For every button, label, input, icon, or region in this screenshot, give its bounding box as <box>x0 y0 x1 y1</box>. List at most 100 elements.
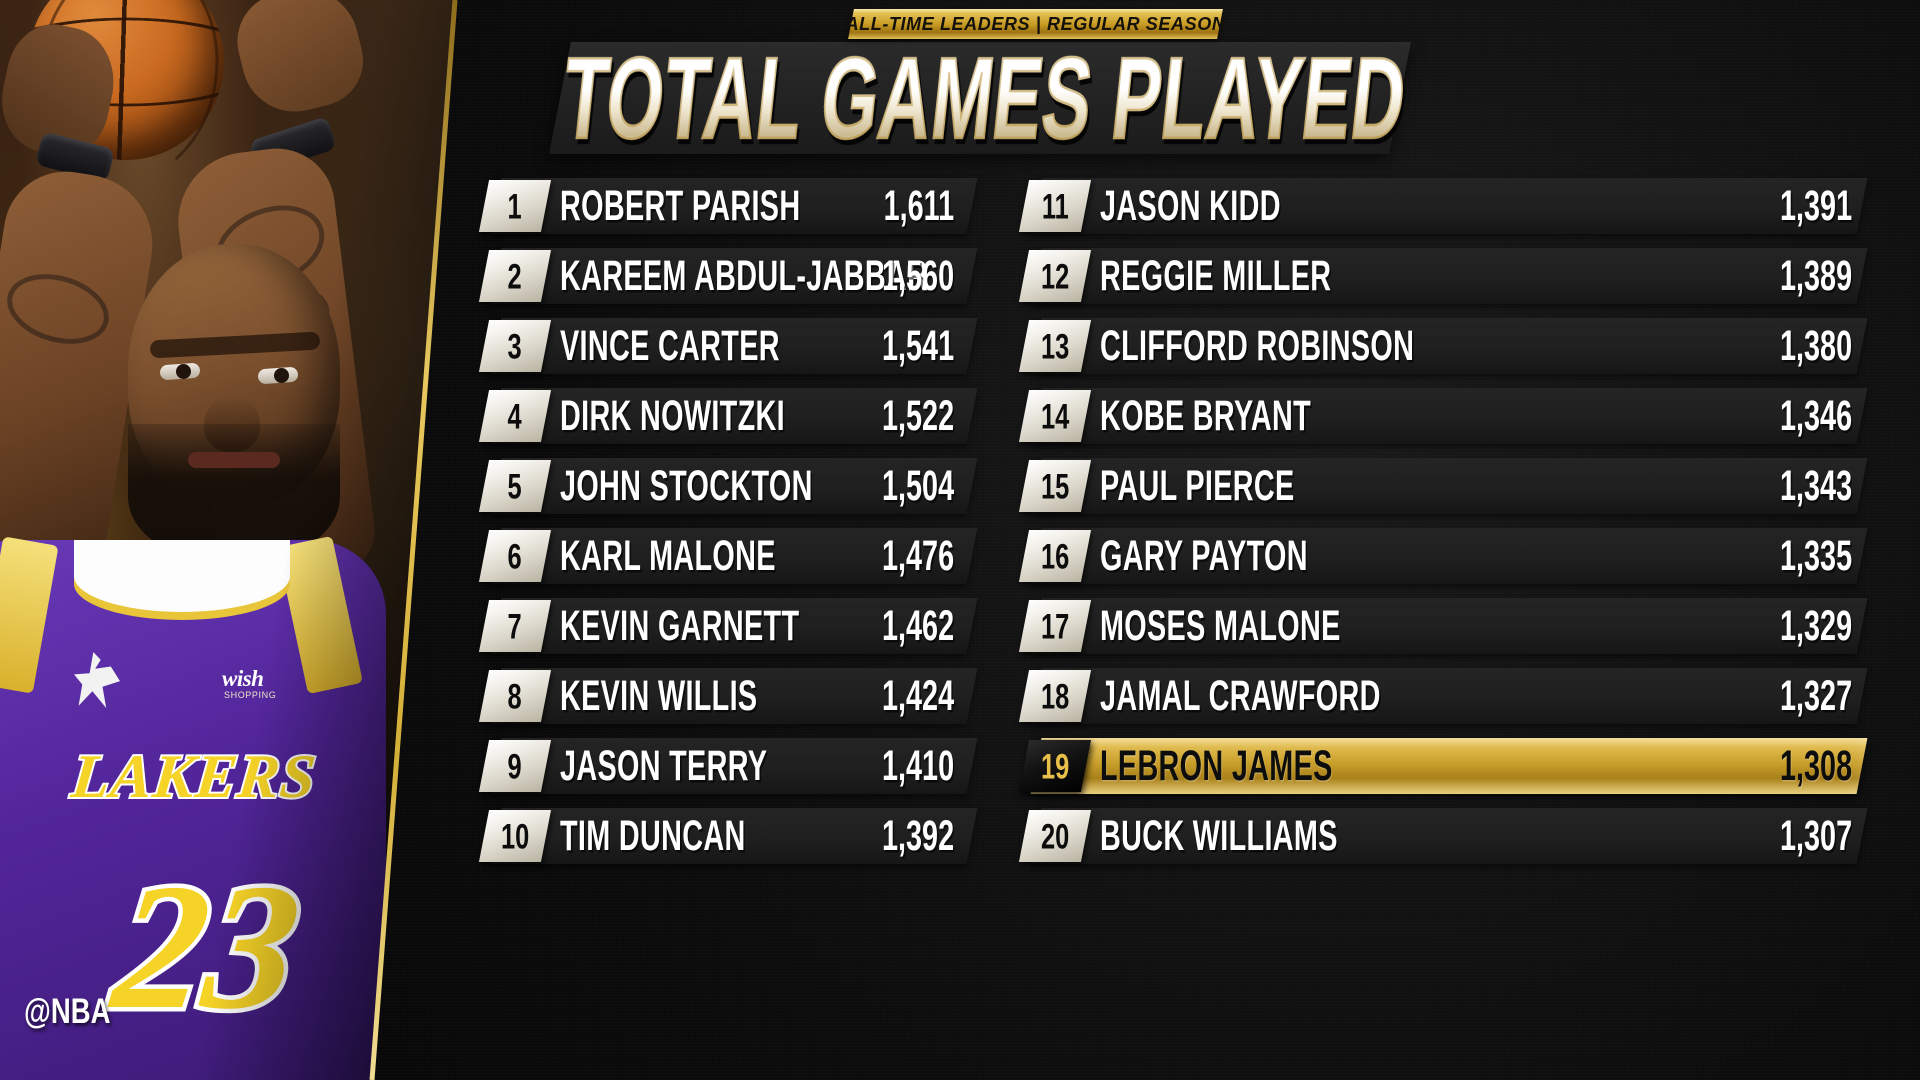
rank-number: 18 <box>1040 676 1070 716</box>
rank-badge: 13 <box>1018 320 1092 372</box>
player-name: TIM DUNCAN <box>560 811 746 860</box>
player-name: ROBERT PARISH <box>560 181 801 230</box>
rank-badge: 10 <box>478 810 552 862</box>
leaderboard-row[interactable]: 2 KAREEM ABDUL-JABBAR 1,560 <box>460 248 1000 304</box>
player-value: 1,541 <box>881 321 954 370</box>
player-name: GARY PAYTON <box>1100 531 1308 580</box>
rank-number: 5 <box>507 466 523 506</box>
rank-number: 3 <box>507 326 523 366</box>
rank-number: 1 <box>507 186 523 226</box>
rank-badge: 5 <box>478 460 552 512</box>
player-value: 1,329 <box>1779 601 1852 650</box>
rank-badge: 19 <box>1018 740 1092 792</box>
leaderboard-row[interactable]: 16 GARY PAYTON 1,335 <box>1000 528 1900 584</box>
player-value: 1,462 <box>881 601 954 650</box>
player-value: 1,611 <box>883 181 954 230</box>
rank-number: 13 <box>1040 326 1070 366</box>
leaderboard-row[interactable]: 17 MOSES MALONE 1,329 <box>1000 598 1900 654</box>
player-value: 1,392 <box>881 811 954 860</box>
rank-badge: 6 <box>478 530 552 582</box>
player-name: JASON KIDD <box>1100 181 1281 230</box>
player-value: 1,327 <box>1779 671 1852 720</box>
rank-badge: 17 <box>1018 600 1092 652</box>
leaderboard-row[interactable]: 5 JOHN STOCKTON 1,504 <box>460 458 1000 514</box>
page-title: TOTAL GAMES PLAYED <box>556 32 1413 163</box>
player-value: 1,308 <box>1779 741 1852 790</box>
page-title-text: TOTAL GAMES PLAYED <box>556 32 1413 163</box>
player-name: KAREEM ABDUL-JABBAR <box>560 251 929 300</box>
leaderboard-row[interactable]: 9 JASON TERRY 1,410 <box>460 738 1000 794</box>
player-value: 1,504 <box>881 461 954 510</box>
rank-number: 8 <box>507 676 523 716</box>
rank-number: 12 <box>1040 256 1070 296</box>
player-value: 1,389 <box>1779 251 1852 300</box>
leaderboard-row[interactable]: 19 LEBRON JAMES 1,308 <box>1000 738 1900 794</box>
leaderboard-row[interactable]: 13 CLIFFORD ROBINSON 1,380 <box>1000 318 1900 374</box>
rank-badge: 18 <box>1018 670 1092 722</box>
rank-number: 16 <box>1040 536 1070 576</box>
player-value: 1,343 <box>1779 461 1852 510</box>
player-name: DIRK NOWITZKI <box>560 391 785 440</box>
player-name: KOBE BRYANT <box>1100 391 1312 440</box>
leaderboard-row[interactable]: 14 KOBE BRYANT 1,346 <box>1000 388 1900 444</box>
leaderboard-row[interactable]: 12 REGGIE MILLER 1,389 <box>1000 248 1900 304</box>
rank-badge: 11 <box>1018 180 1092 232</box>
rank-number: 4 <box>507 396 523 436</box>
rank-badge: 8 <box>478 670 552 722</box>
rank-number: 14 <box>1040 396 1070 436</box>
player-value: 1,410 <box>881 741 954 790</box>
leaderboard-row[interactable]: 4 DIRK NOWITZKI 1,522 <box>460 388 1000 444</box>
leaderboard-row[interactable]: 10 TIM DUNCAN 1,392 <box>460 808 1000 864</box>
rank-number: 19 <box>1040 746 1070 786</box>
player-name: MOSES MALONE <box>1100 601 1341 650</box>
player-name: BUCK WILLIAMS <box>1100 811 1338 860</box>
rank-badge: 1 <box>478 180 552 232</box>
player-value: 1,391 <box>1779 181 1852 230</box>
player-value: 1,522 <box>881 391 954 440</box>
leaderboard-row[interactable]: 20 BUCK WILLIAMS 1,307 <box>1000 808 1900 864</box>
player-name: JAMAL CRAWFORD <box>1100 671 1381 720</box>
player-value: 1,476 <box>881 531 954 580</box>
player-value: 1,424 <box>881 671 954 720</box>
rank-badge: 4 <box>478 390 552 442</box>
leaderboard-row[interactable]: 8 KEVIN WILLIS 1,424 <box>460 668 1000 724</box>
player-name: KEVIN WILLIS <box>560 671 758 720</box>
rank-badge: 15 <box>1018 460 1092 512</box>
leaderboard-row[interactable]: 11 JASON KIDD 1,391 <box>1000 178 1900 234</box>
rank-badge: 7 <box>478 600 552 652</box>
leaderboard-row[interactable]: 18 JAMAL CRAWFORD 1,327 <box>1000 668 1900 724</box>
player-name: JOHN STOCKTON <box>560 461 813 510</box>
player-name: REGGIE MILLER <box>1100 251 1332 300</box>
leaderboard-row[interactable]: 3 VINCE CARTER 1,541 <box>460 318 1000 374</box>
rank-badge: 16 <box>1018 530 1092 582</box>
rank-number: 6 <box>507 536 523 576</box>
rank-number: 7 <box>507 606 523 646</box>
player-value: 1,335 <box>1779 531 1852 580</box>
rank-badge: 12 <box>1018 250 1092 302</box>
leaderboard-row[interactable]: 6 KARL MALONE 1,476 <box>460 528 1000 584</box>
player-value: 1,380 <box>1779 321 1852 370</box>
rank-badge: 9 <box>478 740 552 792</box>
nba-watermark: @NBA <box>24 991 111 1031</box>
rank-badge: 2 <box>478 250 552 302</box>
rank-number: 20 <box>1040 816 1070 856</box>
player-name: PAUL PIERCE <box>1100 461 1295 510</box>
rank-badge: 14 <box>1018 390 1092 442</box>
rank-badge: 3 <box>478 320 552 372</box>
player-name: JASON TERRY <box>560 741 768 790</box>
leaderboard-row[interactable]: 7 KEVIN GARNETT 1,462 <box>460 598 1000 654</box>
rank-number: 17 <box>1040 606 1070 646</box>
rank-number: 10 <box>500 816 530 856</box>
player-name: VINCE CARTER <box>560 321 780 370</box>
player-value: 1,307 <box>1779 811 1852 860</box>
player-name: KEVIN GARNETT <box>560 601 800 650</box>
player-name: LEBRON JAMES <box>1100 741 1333 790</box>
rank-badge: 20 <box>1018 810 1092 862</box>
rank-number: 2 <box>507 256 523 296</box>
rank-number: 15 <box>1040 466 1070 506</box>
rank-number: 11 <box>1041 186 1069 226</box>
leaderboard-row[interactable]: 15 PAUL PIERCE 1,343 <box>1000 458 1900 514</box>
rank-number: 9 <box>507 746 523 786</box>
leaderboard-row[interactable]: 1 ROBERT PARISH 1,611 <box>460 178 1000 234</box>
